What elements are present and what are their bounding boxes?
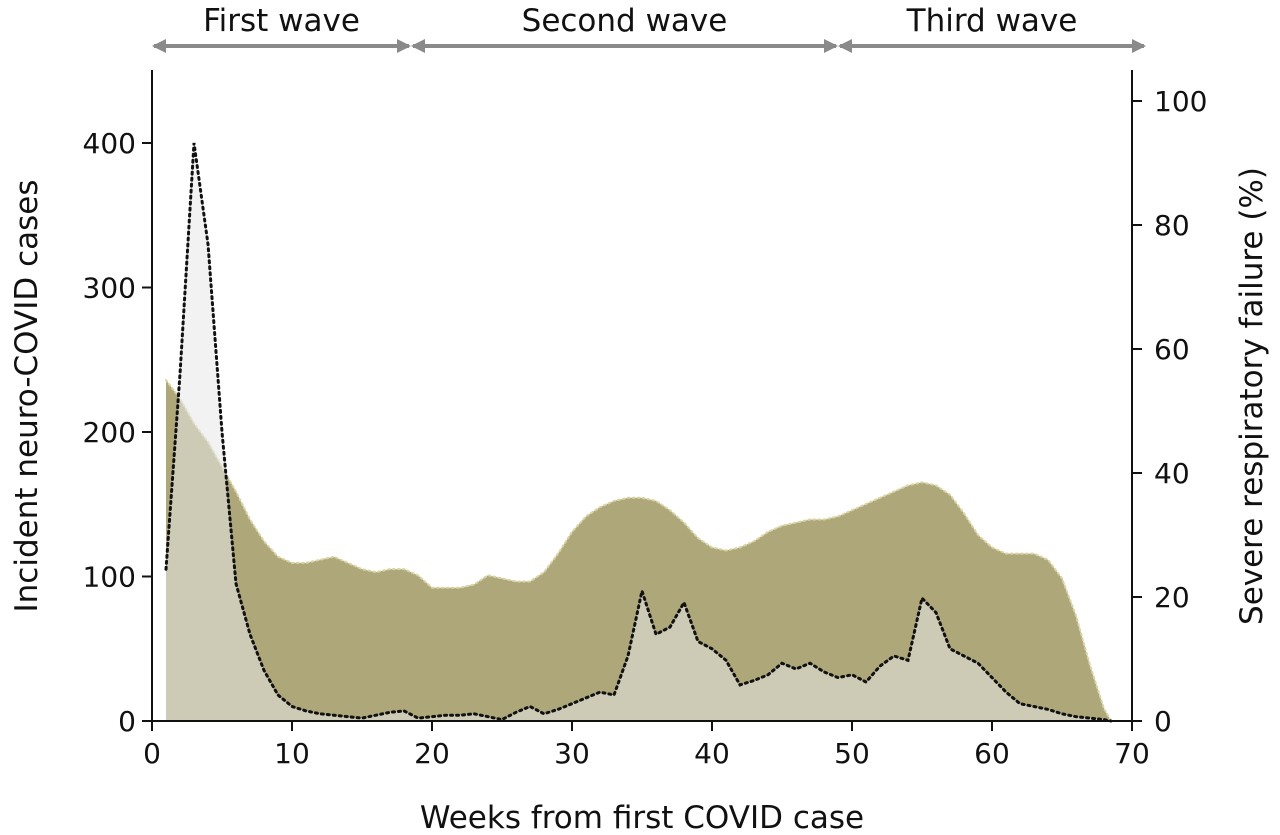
left-y-tick-label: 0 (118, 705, 136, 738)
right-y-tick-label: 80 (1154, 209, 1190, 242)
wave-label: Third wave (906, 3, 1078, 39)
series-line-neuro-covid (164, 142, 1113, 723)
wave-label: Second wave (522, 3, 728, 39)
left-axis-title: Incident neuro-COVID cases (9, 179, 45, 612)
series-line-respiratory-failure (165, 379, 1112, 722)
right-y-tick-label: 20 (1154, 581, 1190, 614)
right-y-tick-label: 60 (1154, 333, 1190, 366)
left-y-tick-label: 400 (83, 127, 136, 160)
x-tick-label: 0 (143, 737, 161, 770)
x-tick-label: 40 (694, 737, 730, 770)
series-area-respiratory-failure (166, 380, 1111, 721)
left-y-tick-label: 300 (83, 272, 136, 305)
x-axis-title: Weeks from first COVID case (420, 800, 864, 835)
x-tick-label: 70 (1114, 737, 1150, 770)
right-y-tick-label: 40 (1154, 457, 1190, 490)
x-tick-label: 30 (554, 737, 590, 770)
wave-annotations: First wave Second wave Third wave (152, 3, 1146, 53)
right-y-tick-label: 0 (1154, 705, 1172, 738)
x-tick-label: 10 (274, 737, 310, 770)
x-tick-label: 60 (974, 737, 1010, 770)
plot-series (164, 142, 1113, 723)
right-y-tick-label: 100 (1154, 85, 1207, 118)
left-y-tick-label: 200 (83, 416, 136, 449)
x-tick-label: 20 (414, 737, 450, 770)
wave-label: First wave (203, 3, 360, 39)
right-axis-title: Severe respiratory failure (%) (1234, 167, 1270, 625)
left-y-tick-label: 100 (83, 561, 136, 594)
x-tick-label: 50 (834, 737, 870, 770)
